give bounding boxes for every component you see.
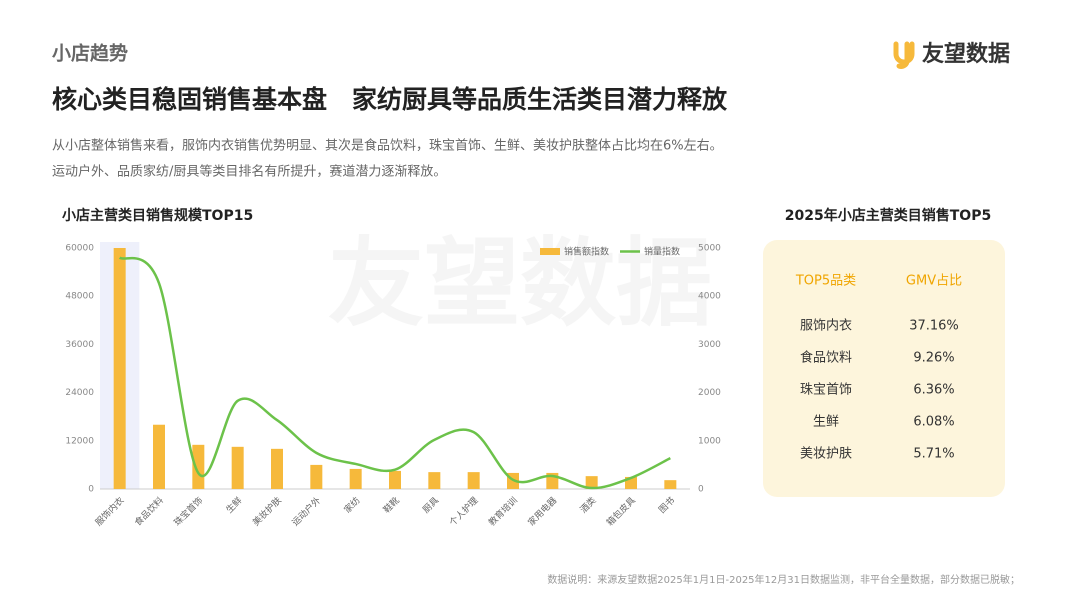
bar <box>428 472 441 489</box>
bar <box>467 472 480 489</box>
bar <box>585 476 598 489</box>
x-tick-label: 生鲜 <box>223 494 244 515</box>
table-cell: 9.26% <box>913 351 954 366</box>
y-tick-label: 0 <box>88 485 94 495</box>
x-tick-label: 家纺 <box>341 494 362 515</box>
x-tick-label: 箱包皮具 <box>604 494 638 528</box>
x-tick-label: 酒类 <box>577 494 598 515</box>
x-tick-label: 图书 <box>657 495 678 516</box>
y-tick-label: 12000 <box>65 436 94 446</box>
y2-tick-label: 5000 <box>698 244 721 254</box>
section-label: 小店趋势 <box>52 42 128 65</box>
watermark: 友望数据 <box>328 227 712 339</box>
chart-title: 小店主营类目销售规模TOP15 <box>62 207 253 224</box>
table-header: TOP5品类 <box>795 274 856 289</box>
y2-tick-label: 1000 <box>698 436 721 446</box>
table-cell: 37.16% <box>909 319 959 334</box>
x-tick-label: 食品饮料 <box>132 494 166 528</box>
legend-label: 销量指数 <box>644 246 680 258</box>
y2-tick-label: 4000 <box>698 292 721 302</box>
x-tick-label: 鞋靴 <box>381 494 402 515</box>
bar <box>664 480 677 489</box>
x-tick-label: 个人护理 <box>447 494 481 528</box>
bar <box>153 424 165 489</box>
x-tick-label: 服饰内衣 <box>93 494 127 528</box>
table-cell: 服饰内衣 <box>800 318 852 334</box>
table-header: GMV占比 <box>906 274 962 289</box>
y2-tick-label: 2000 <box>698 388 721 398</box>
paragraph-line: 运动户外、品质家纺/厨具等类目排名有所提升，赛道潜力逐渐释放。 <box>52 164 446 180</box>
bar <box>192 444 205 489</box>
headline: 核心类目稳固销售基本盘 家纺厨具等品质生活类目潜力释放 <box>52 85 728 114</box>
footnote: 数据说明：来源友望数据2025年1月1日-2025年12月31日数据监测，非平台… <box>547 573 1020 586</box>
table-cell: 珠宝首饰 <box>800 383 852 398</box>
line <box>118 256 671 490</box>
y2-tick-label: 3000 <box>698 340 721 350</box>
table-cell: 食品饮料 <box>800 350 852 366</box>
bar <box>271 448 283 489</box>
y-tick-label: 36000 <box>65 340 94 350</box>
y-tick-label: 24000 <box>65 388 94 398</box>
x-tick-label: 教育培训 <box>486 494 520 528</box>
table-title: 2025年小店主营类目销售TOP5 <box>785 207 991 224</box>
bar <box>231 446 244 489</box>
paragraph-line: 从小店整体销售来看，服饰内衣销售优势明显、其次是食品饮料，珠宝首饰、生鲜、美妆护… <box>52 138 723 154</box>
y-tick-label: 48000 <box>65 292 94 302</box>
x-tick-label: 家用电器 <box>525 494 559 528</box>
bar <box>113 248 126 489</box>
table-cell: 6.36% <box>913 383 954 398</box>
table-cell: 美妆护肤 <box>800 447 852 462</box>
x-tick-label: 运动户外 <box>289 494 323 528</box>
x-tick-label: 厨具 <box>421 495 442 516</box>
logo-icon <box>893 41 915 69</box>
table-card <box>763 240 1005 497</box>
logo: 友望数据 <box>893 41 1010 69</box>
legend-label: 销售额指数 <box>564 246 609 258</box>
table-cell: 生鲜 <box>813 415 839 430</box>
bar <box>349 468 362 489</box>
table-cell: 6.08% <box>913 415 954 430</box>
y2-tick-label: 0 <box>698 485 704 495</box>
bar <box>310 464 323 489</box>
y-tick-label: 60000 <box>65 244 94 254</box>
legend-swatch <box>540 248 560 255</box>
x-tick-label: 美妆护肤 <box>250 494 284 528</box>
x-tick-label: 珠宝首饰 <box>171 494 205 528</box>
brand: 友望数据 <box>922 41 1010 67</box>
bar <box>389 470 401 489</box>
table-cell: 5.71% <box>913 447 954 462</box>
